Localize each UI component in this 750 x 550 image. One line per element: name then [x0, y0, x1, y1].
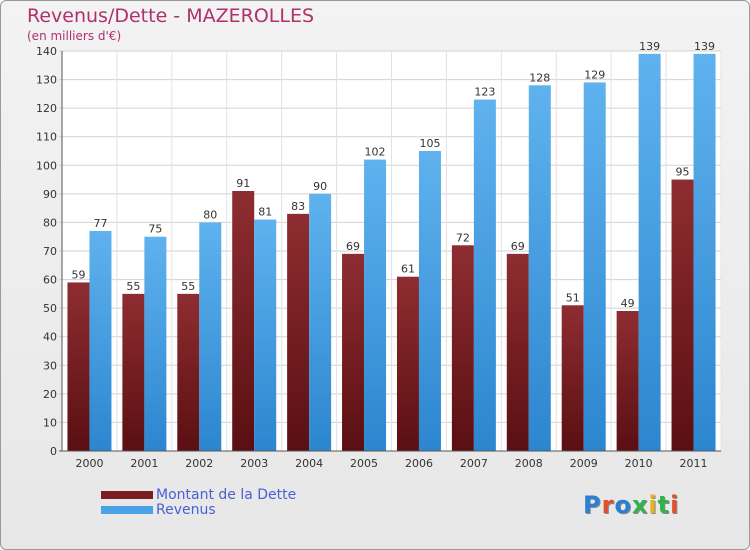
- legend-label-revenue: Revenus: [156, 502, 216, 518]
- y-tick-label: 50: [43, 302, 57, 315]
- bar-debt: [506, 253, 529, 451]
- y-tick-label: 80: [43, 216, 57, 229]
- bar-debt: [396, 276, 419, 451]
- bar-revenue: [528, 85, 551, 452]
- value-label-debt: 72: [456, 231, 470, 244]
- bar-revenue: [638, 53, 661, 451]
- y-tick-label: 0: [50, 445, 57, 458]
- bar-debt: [122, 293, 145, 451]
- bar-revenue: [583, 82, 606, 451]
- x-tick-label: 2010: [625, 457, 653, 470]
- bar-revenue: [199, 222, 222, 451]
- bar-revenue: [418, 151, 441, 451]
- value-label-debt: 51: [566, 291, 580, 304]
- value-label-revenue: 139: [639, 40, 660, 53]
- bar-revenue: [309, 193, 332, 451]
- chart-title: Revenus/Dette - MAZEROLLES: [27, 5, 315, 27]
- bar-revenue: [473, 99, 496, 452]
- x-tick-label: 2008: [515, 457, 543, 470]
- y-tick-label: 60: [43, 274, 57, 287]
- y-tick-label: 110: [36, 131, 57, 144]
- legend-swatch-revenue: [101, 506, 153, 514]
- value-label-debt: 69: [346, 240, 360, 253]
- value-label-debt: 69: [511, 240, 525, 253]
- value-label-revenue: 139: [694, 40, 715, 53]
- bar-debt: [67, 282, 90, 451]
- bar-debt: [342, 253, 365, 451]
- value-label-debt: 55: [126, 280, 140, 293]
- value-label-revenue: 102: [365, 146, 386, 159]
- bar-debt: [561, 305, 584, 451]
- value-label-debt: 61: [401, 263, 415, 276]
- bar-debt: [177, 293, 200, 451]
- y-tick-label: 20: [43, 388, 57, 401]
- bar-debt: [287, 213, 310, 451]
- logo-letter: i: [648, 491, 658, 519]
- x-tick-label: 2005: [350, 457, 378, 470]
- y-tick-label: 30: [43, 359, 57, 372]
- y-tick-label: 140: [36, 45, 57, 58]
- x-tick-label: 2002: [185, 457, 213, 470]
- value-label-revenue: 81: [258, 206, 272, 219]
- legend-item-revenue: Revenus: [101, 502, 216, 518]
- bar-debt: [451, 245, 474, 451]
- value-label-debt: 83: [291, 200, 305, 213]
- bar-revenue: [364, 159, 387, 452]
- logo-letter: i: [670, 491, 680, 519]
- bar-debt: [671, 179, 694, 452]
- value-label-debt: 55: [181, 280, 195, 293]
- x-tick-label: 2007: [460, 457, 488, 470]
- y-tick-label: 100: [36, 159, 57, 172]
- y-tick-label: 120: [36, 102, 57, 115]
- legend-label-debt: Montant de la Dette: [156, 487, 297, 503]
- legend-item-debt: Montant de la Dette: [101, 487, 296, 503]
- x-tick-label: 2001: [130, 457, 158, 470]
- logo-letter: o: [614, 491, 632, 519]
- bar-debt: [232, 191, 255, 451]
- bar-debt: [616, 311, 639, 451]
- logo-letter: P: [583, 491, 602, 519]
- bar-revenue: [254, 219, 277, 451]
- value-label-revenue: 123: [474, 86, 495, 99]
- value-label-debt: 95: [676, 166, 690, 179]
- logo-letter: r: [601, 491, 615, 519]
- value-label-revenue: 90: [313, 180, 327, 193]
- bar-revenue: [693, 53, 716, 451]
- x-tick-label: 2011: [680, 457, 708, 470]
- bar-revenue: [89, 231, 112, 451]
- x-tick-label: 2004: [295, 457, 323, 470]
- chart-subtitle: (en milliers d'€): [27, 29, 122, 43]
- x-tick-label: 2009: [570, 457, 598, 470]
- x-tick-label: 2000: [75, 457, 103, 470]
- value-label-revenue: 77: [93, 217, 107, 230]
- y-tick-label: 130: [36, 74, 57, 87]
- x-tick-label: 2006: [405, 457, 433, 470]
- y-tick-label: 90: [43, 188, 57, 201]
- y-tick-label: 40: [43, 331, 57, 344]
- y-tick-label: 70: [43, 245, 57, 258]
- value-label-debt: 49: [621, 297, 635, 310]
- logo-letter: x: [631, 491, 649, 519]
- value-label-revenue: 80: [203, 208, 217, 221]
- y-tick-label: 10: [43, 416, 57, 429]
- value-label-revenue: 75: [148, 223, 162, 236]
- value-label-revenue: 128: [529, 71, 550, 84]
- x-tick-label: 2003: [240, 457, 268, 470]
- proxiti-logo: Proxiti: [583, 491, 679, 519]
- value-label-revenue: 105: [419, 137, 440, 150]
- value-label-debt: 59: [71, 268, 85, 281]
- bar-revenue: [144, 236, 167, 451]
- legend-swatch-debt: [101, 491, 153, 499]
- value-label-debt: 91: [236, 177, 250, 190]
- logo-letter: t: [657, 491, 671, 519]
- value-label-revenue: 129: [584, 68, 605, 81]
